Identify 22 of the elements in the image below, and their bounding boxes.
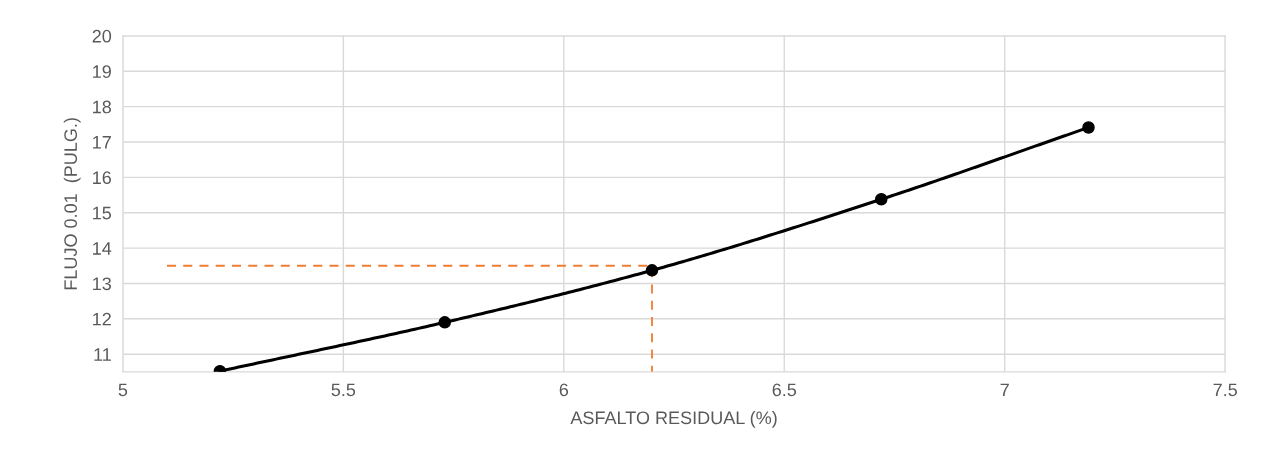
y-tick-label: 12 [93,312,111,326]
x-tick-label: 5 [118,383,128,397]
point [875,193,888,206]
y-tick-label: 13 [93,277,111,291]
point [645,264,659,277]
y-tick-label: 18 [93,100,111,114]
point [438,316,452,329]
x-tick-label: 6 [559,383,569,397]
x-tick-label: 7.5 [1213,383,1237,397]
y-tick-label: 20 [92,29,112,43]
point [1082,121,1095,134]
y-tick-label: 14 [93,242,112,255]
y-tick-label: 16 [93,171,111,185]
y-axis-title: FLUJO 0.01 (PULG.) [63,118,81,290]
x-tick-label: 7 [1000,383,1009,397]
x-tick-label: 6.5 [772,383,797,397]
x-axis-title: ASFALTO RESIDUAL (%) [570,410,777,428]
x-tick-label: 5.5 [331,383,356,397]
y-tick-label: 17 [93,136,111,149]
y-tick-label: 19 [93,65,111,78]
y-tick-label: 15 [93,206,112,220]
y-tick-label: 11 [94,348,111,361]
